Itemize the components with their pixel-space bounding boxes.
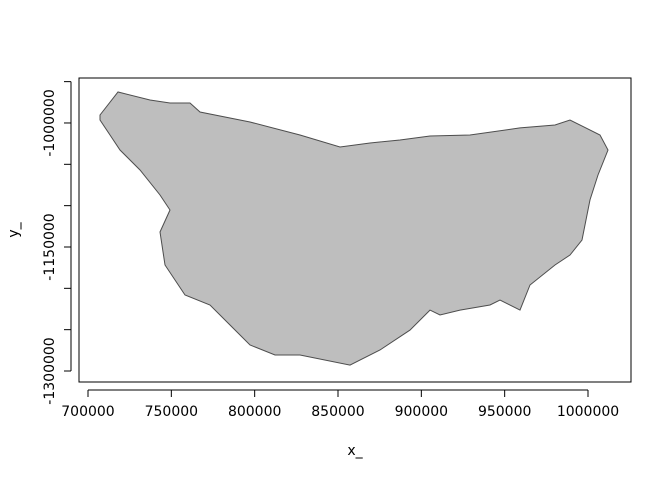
y-axis-label: y_ [6,221,22,237]
y-tick-label: -1300000 [42,337,58,404]
x-tick-label: 700000 [61,404,114,420]
x-tick-label: 750000 [145,404,198,420]
y-tick-label: -1150000 [42,213,58,280]
x-tick-label: 1000000 [557,404,619,420]
polygon [99,91,609,366]
x-tick-label: 900000 [395,404,448,420]
plot-frame [78,77,632,383]
x-axis-label: x_ [347,443,363,459]
y-tick-label: -1000000 [42,89,58,156]
x-tick-label: 850000 [311,404,364,420]
x-tick-label: 800000 [228,404,281,420]
x-tick-label: 950000 [478,404,531,420]
